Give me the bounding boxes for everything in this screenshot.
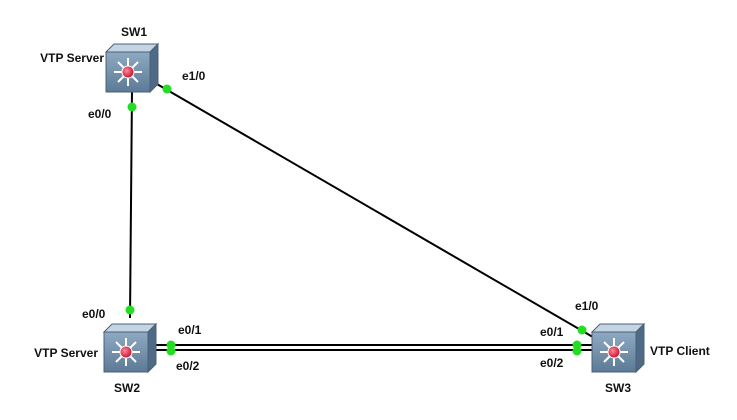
link-sw1-sw3[interactable] (149, 79, 599, 341)
device-sw3[interactable] (590, 322, 646, 374)
port-status-dot (162, 84, 172, 94)
link-sw1-sw2[interactable] (129, 89, 133, 319)
layer3-switch-icon (104, 42, 160, 94)
interface-label: e0/1 (540, 325, 564, 339)
device-name-sw1: SW1 (121, 25, 147, 39)
interface-label: e0/2 (176, 359, 200, 373)
device-role-sw2: VTP Server (34, 346, 98, 360)
device-role-sw3: VTP Client (650, 344, 710, 358)
port-status-dot (127, 102, 137, 112)
device-sw2[interactable] (102, 322, 158, 374)
port-status-dot (572, 346, 582, 356)
interface-label: e0/2 (540, 356, 564, 370)
device-name-sw2: SW2 (114, 381, 140, 395)
port-status-dot (166, 346, 176, 356)
interface-label: e0/0 (82, 307, 106, 321)
interface-label: e0/1 (178, 323, 202, 337)
interface-label: e0/0 (88, 107, 112, 121)
port-status-dot (577, 325, 587, 335)
interface-label: e1/0 (575, 299, 599, 313)
device-sw1[interactable] (104, 42, 160, 94)
layer3-switch-icon (590, 322, 646, 374)
device-role-sw1: VTP Server (40, 51, 104, 65)
device-name-sw3: SW3 (605, 381, 631, 395)
port-status-dot (125, 305, 135, 315)
layer3-switch-icon (102, 322, 158, 374)
interface-label: e1/0 (182, 69, 206, 83)
